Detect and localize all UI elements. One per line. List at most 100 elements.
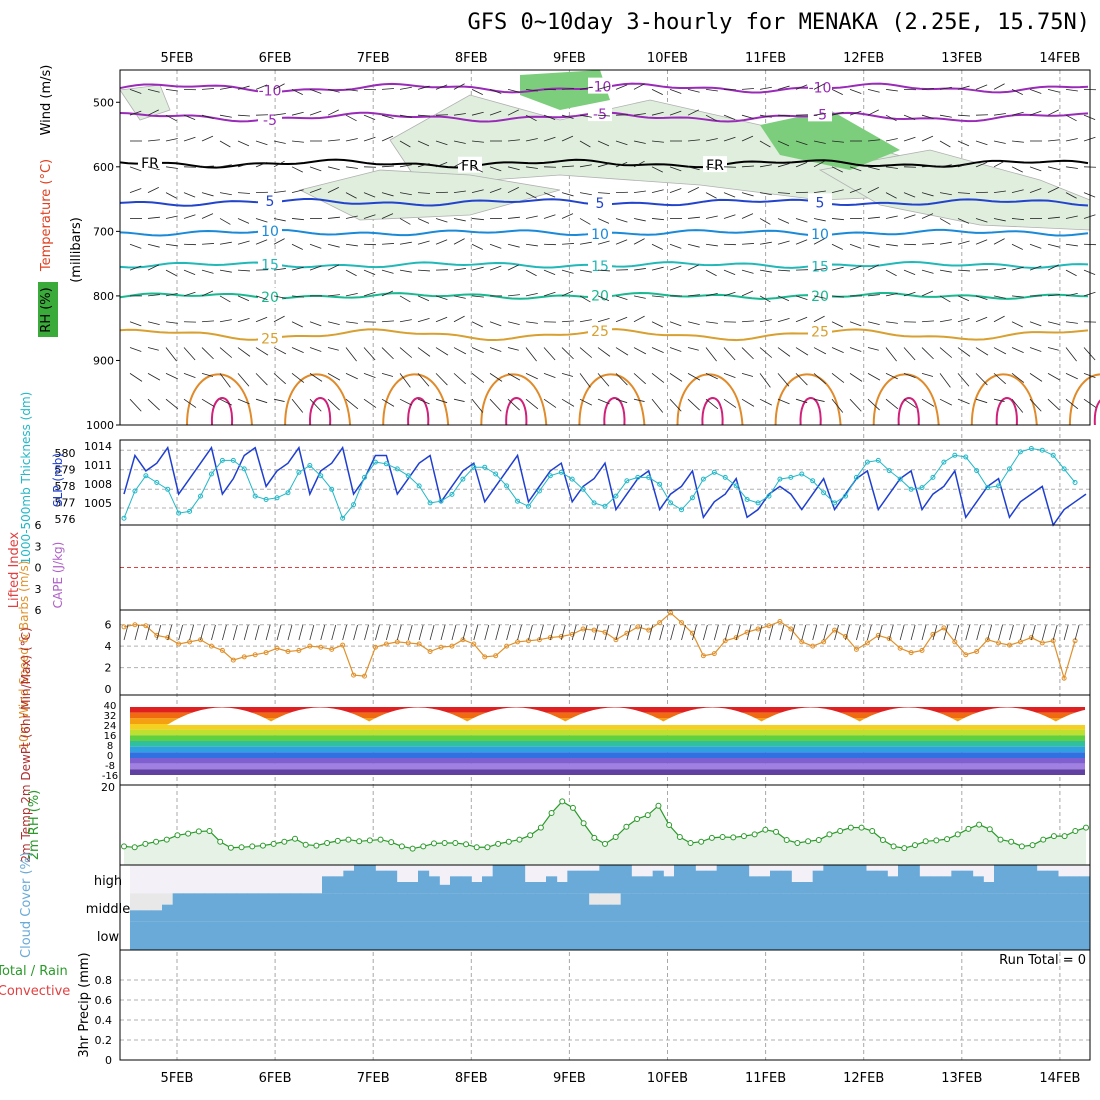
- wind-barb: [489, 110, 502, 116]
- wind-speed-point: [405, 640, 411, 646]
- wind-barb: [219, 295, 231, 303]
- isotherm-label: -10: [809, 81, 832, 97]
- wind-speed-point: [777, 619, 783, 624]
- wind-barb: [579, 164, 592, 168]
- wind-barb: [201, 88, 214, 90]
- wind-barb: [1011, 266, 1024, 271]
- wind-barb: [273, 218, 286, 222]
- wind-barb: [543, 136, 556, 142]
- isotherm-label-bg: [808, 322, 832, 339]
- surface-wind-barb: [582, 624, 588, 641]
- wind-barb: [471, 347, 484, 354]
- cloud-ylabel: Cloud Cover (%): [19, 852, 34, 958]
- wind-barb: [993, 268, 1006, 271]
- thickness-point: [853, 474, 859, 480]
- cloud-high-bar: [1004, 865, 1016, 894]
- wind-barb: [633, 268, 646, 271]
- cloud-middle-bar: [1036, 893, 1048, 922]
- wind-barb: [363, 372, 376, 379]
- cloud-high-bar: [322, 876, 334, 894]
- surface-wind-barb: [407, 624, 413, 641]
- wind-barb: [939, 398, 952, 406]
- thickness-point: [351, 502, 357, 508]
- cloud-middle-bar: [492, 893, 504, 922]
- wind-barb: [705, 138, 718, 142]
- wind-barb: [885, 215, 898, 219]
- wind-barb: [561, 398, 575, 407]
- cloud-high-bar: [556, 882, 568, 894]
- wind-barb: [561, 347, 574, 360]
- wind-barb: [417, 318, 430, 323]
- cloud-middle-bar: [716, 893, 728, 922]
- cloud-middle-bar: [599, 904, 611, 922]
- cloud-middle-bar: [770, 893, 782, 922]
- wind-barb: [651, 398, 664, 413]
- wind-barb: [777, 295, 790, 302]
- surface-wind-barb: [626, 624, 632, 641]
- cloud-middle-bar: [812, 893, 824, 922]
- rh-point: [1029, 842, 1036, 849]
- surface-wind-barb: [998, 624, 1003, 641]
- wind-barb: [741, 347, 754, 360]
- wind-barb: [939, 218, 951, 225]
- wind-barb: [291, 243, 303, 250]
- rh-point: [719, 834, 726, 840]
- thickness-point: [1072, 480, 1078, 485]
- temperature-band: [130, 746, 1085, 753]
- cloud-high-bar: [866, 870, 878, 894]
- wind-barb: [219, 347, 233, 358]
- isotherm-label-bg: [703, 156, 727, 173]
- wind-barb: [831, 166, 843, 173]
- wind-barb: [705, 215, 718, 219]
- wind-barb: [471, 140, 484, 143]
- wind-barb: [219, 192, 232, 196]
- rh-point: [698, 838, 705, 845]
- rh-point: [302, 841, 309, 848]
- stability-tick-label: 3: [35, 540, 42, 553]
- wind-barb: [1011, 321, 1023, 328]
- wind-barb: [525, 321, 538, 324]
- wind-barb: [237, 295, 250, 302]
- cloud-middle-bar: [1026, 893, 1038, 922]
- surface-wind-barb: [659, 624, 665, 641]
- cloud-high-bar: [812, 870, 824, 894]
- wind-barb: [345, 347, 357, 362]
- wind-barb: [219, 164, 232, 168]
- wind-barb: [255, 84, 268, 90]
- wind-speed-line: [123, 612, 1076, 681]
- cloud-middle-bar: [226, 893, 238, 922]
- cloud-middle-bar: [983, 893, 995, 922]
- cloud-middle-bar: [268, 893, 280, 922]
- wind-barb: [993, 238, 1005, 245]
- wind-barb: [957, 347, 971, 357]
- wind-barb: [633, 295, 646, 299]
- wind-barb: [417, 240, 430, 245]
- cloud-middle-bar: [866, 893, 878, 922]
- wind-barb: [993, 140, 1006, 144]
- wind-barb: [165, 243, 178, 247]
- isotherm-label-bg: [808, 105, 832, 122]
- wind-barb: [651, 89, 663, 95]
- cloud-middle-bar: [140, 910, 152, 922]
- pressure-tick-label: 800: [93, 290, 114, 303]
- wind-barb: [507, 373, 521, 381]
- temperature-band: [130, 763, 1085, 770]
- wind-barb: [471, 166, 483, 173]
- wind-speed-point: [208, 643, 214, 649]
- wind-barb: [237, 114, 250, 117]
- surface-wind-barb: [1041, 624, 1047, 641]
- wind-barb: [579, 140, 591, 148]
- wind-barb: [417, 85, 430, 90]
- cloud-middle-bar: [204, 893, 216, 922]
- wind-barb: [759, 398, 772, 406]
- wind-barb: [957, 318, 970, 323]
- wind-barb: [903, 136, 916, 142]
- temperature-band: [130, 741, 1085, 747]
- wind-speed-point: [766, 623, 772, 629]
- wind-barb: [201, 290, 214, 297]
- thickness-point: [788, 474, 794, 480]
- wind-barb: [993, 190, 1006, 194]
- wind-barb: [1029, 265, 1042, 271]
- wind-barb: [993, 398, 1005, 402]
- wind-barb: [687, 264, 699, 271]
